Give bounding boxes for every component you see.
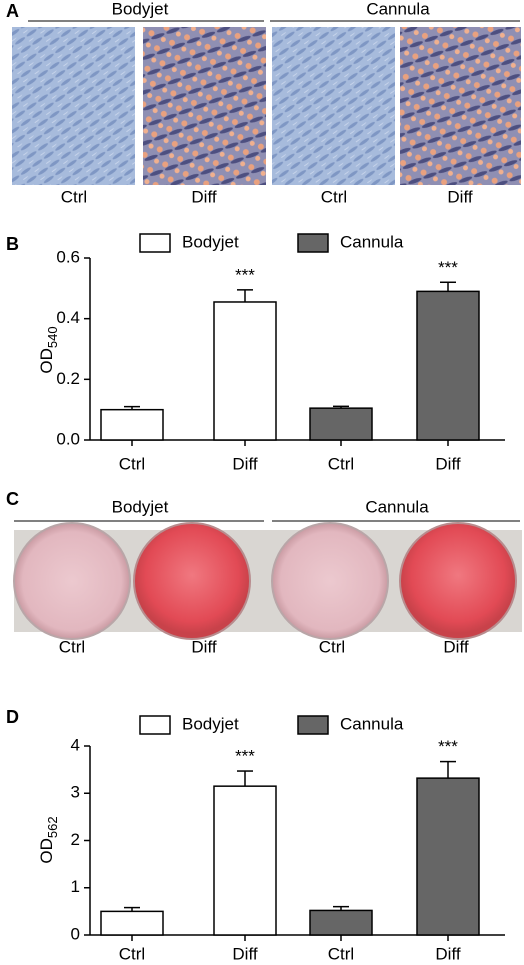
image-caption: Diff [191, 637, 216, 656]
image-caption: Ctrl [61, 187, 87, 206]
image-caption: Ctrl [59, 637, 85, 656]
well [271, 522, 389, 640]
significance-label: *** [235, 265, 255, 284]
image-caption: Ctrl [319, 637, 345, 656]
x-tick-label: Diff [232, 454, 257, 473]
legend-swatch [297, 715, 329, 735]
y-tick-label: 2 [71, 830, 80, 849]
image-caption: Diff [447, 187, 472, 206]
bar [213, 785, 277, 936]
y-label-text: OD [37, 348, 56, 374]
bar [100, 408, 164, 441]
y-tick-label: 3 [71, 783, 80, 802]
panel-label: A [6, 1, 19, 21]
y-tick-label: 1 [71, 877, 80, 896]
x-tick-label: Diff [435, 454, 460, 473]
y-tick-label: 0.6 [56, 247, 80, 266]
y-tick-label: 0 [71, 924, 80, 943]
bar [416, 290, 480, 441]
y-tick-label: 0.2 [56, 369, 80, 388]
x-tick-label: Ctrl [328, 944, 354, 963]
bar [309, 909, 373, 936]
y-tick-label: 4 [71, 735, 80, 754]
y-tick-label: 0.0 [56, 429, 80, 448]
well [13, 522, 131, 640]
x-tick-label: Diff [232, 944, 257, 963]
micrograph [143, 27, 266, 185]
panel-label: B [6, 234, 19, 254]
image-caption: Diff [443, 637, 468, 656]
y-label-subscript: 562 [45, 816, 60, 838]
significance-label: *** [438, 258, 458, 277]
micrograph [272, 27, 395, 185]
bar [213, 301, 277, 441]
x-tick-label: Diff [435, 944, 460, 963]
well [399, 522, 517, 640]
image-caption: Diff [191, 187, 216, 206]
legend-swatch [139, 715, 171, 735]
panel-label: C [6, 489, 19, 509]
micrograph [400, 27, 521, 185]
bar [100, 910, 164, 936]
legend-swatch [139, 233, 171, 253]
group-label: Bodyjet [112, 497, 169, 516]
bar [309, 407, 373, 441]
y-label-subscript: 540 [45, 326, 60, 348]
legend-label: Cannula [340, 232, 404, 251]
group-label: Bodyjet [112, 0, 169, 18]
legend-label: Bodyjet [182, 232, 239, 251]
significance-label: *** [438, 737, 458, 756]
legend-label: Cannula [340, 714, 404, 733]
image-caption: Ctrl [321, 187, 347, 206]
y-axis-label: OD562 [37, 816, 60, 863]
group-label: Cannula [365, 497, 429, 516]
micrograph [12, 27, 135, 185]
y-tick-label: 0.4 [56, 308, 80, 327]
y-label-text: OD [37, 838, 56, 864]
group-label: Cannula [366, 0, 430, 18]
significance-label: *** [235, 747, 255, 766]
well [133, 522, 251, 640]
panel-label: D [6, 707, 19, 727]
x-tick-label: Ctrl [119, 454, 145, 473]
x-tick-label: Ctrl [328, 454, 354, 473]
y-axis-label: OD540 [37, 326, 60, 373]
bar [416, 777, 480, 936]
legend-swatch [297, 233, 329, 253]
legend-label: Bodyjet [182, 714, 239, 733]
x-tick-label: Ctrl [119, 944, 145, 963]
